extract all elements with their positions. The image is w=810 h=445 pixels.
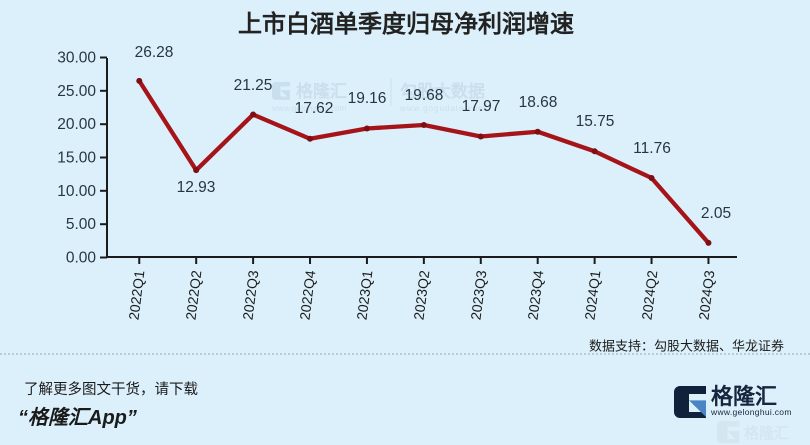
svg-text:26.28: 26.28 [135,44,174,61]
svg-text:格隆汇: 格隆汇 [711,384,777,409]
svg-text:www.gelonghui.com: www.gelonghui.com [710,407,792,417]
svg-text:11.76: 11.76 [633,140,671,157]
svg-text:数据支持：勾股大数据、华龙证券: 数据支持：勾股大数据、华龙证券 [589,339,784,354]
svg-text:21.25: 21.25 [234,77,273,94]
svg-text:20.00: 20.00 [57,116,96,133]
svg-text:10.00: 10.00 [57,183,96,200]
svg-text:“格隆汇App”: “格隆汇App” [18,406,137,429]
svg-text:12.93: 12.93 [177,179,216,196]
svg-text:19.16: 19.16 [348,90,387,107]
svg-text:17.62: 17.62 [295,100,334,117]
svg-text:18.68: 18.68 [519,94,558,111]
svg-text:格隆汇: 格隆汇 [296,81,347,101]
svg-text:2.05: 2.05 [701,205,731,222]
svg-text:格隆汇: 格隆汇 [744,424,789,442]
svg-text:25.00: 25.00 [57,83,96,100]
svg-text:5.00: 5.00 [66,216,97,233]
svg-text:了解更多图文干货，请下载: 了解更多图文干货，请下载 [24,381,198,398]
svg-text:0.00: 0.00 [66,250,97,267]
svg-text:上市白酒单季度归母净利润增速: 上市白酒单季度归母净利润增速 [238,10,574,38]
svg-text:30.00: 30.00 [57,50,96,67]
svg-text:15.00: 15.00 [57,150,96,167]
svg-text:15.75: 15.75 [576,113,615,130]
svg-text:17.97: 17.97 [462,98,501,115]
svg-text:19.68: 19.68 [405,87,444,104]
